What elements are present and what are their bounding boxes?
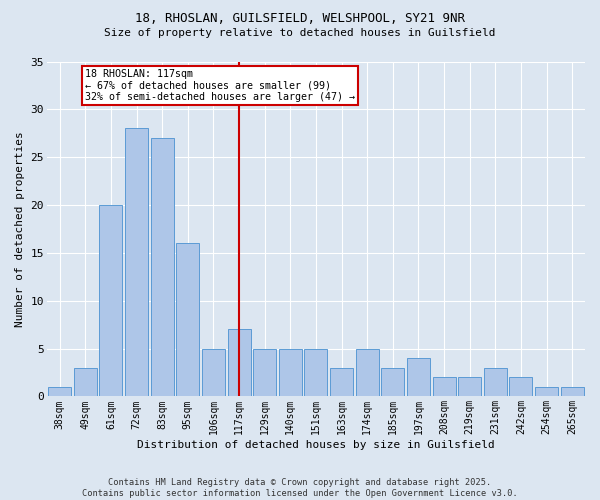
Bar: [227, 330, 251, 396]
Text: Contains HM Land Registry data © Crown copyright and database right 2025.
Contai: Contains HM Land Registry data © Crown c…: [82, 478, 518, 498]
Bar: [484, 368, 507, 396]
Text: Size of property relative to detached houses in Guilsfield: Size of property relative to detached ho…: [104, 28, 496, 38]
Bar: [100, 205, 122, 396]
Bar: [202, 348, 225, 397]
Bar: [279, 348, 302, 397]
Text: 18 RHOSLAN: 117sqm
← 67% of detached houses are smaller (99)
32% of semi-detache: 18 RHOSLAN: 117sqm ← 67% of detached hou…: [85, 69, 355, 102]
Bar: [48, 387, 71, 396]
Bar: [176, 244, 199, 396]
Bar: [125, 128, 148, 396]
Bar: [509, 378, 532, 396]
Bar: [74, 368, 97, 396]
Bar: [381, 368, 404, 396]
Bar: [535, 387, 558, 396]
Bar: [458, 378, 481, 396]
Bar: [330, 368, 353, 396]
Bar: [356, 348, 379, 397]
Bar: [560, 387, 584, 396]
X-axis label: Distribution of detached houses by size in Guilsfield: Distribution of detached houses by size …: [137, 440, 495, 450]
Bar: [407, 358, 430, 397]
Text: 18, RHOSLAN, GUILSFIELD, WELSHPOOL, SY21 9NR: 18, RHOSLAN, GUILSFIELD, WELSHPOOL, SY21…: [135, 12, 465, 26]
Bar: [304, 348, 328, 397]
Bar: [433, 378, 455, 396]
Bar: [253, 348, 276, 397]
Y-axis label: Number of detached properties: Number of detached properties: [15, 131, 25, 327]
Bar: [151, 138, 173, 396]
